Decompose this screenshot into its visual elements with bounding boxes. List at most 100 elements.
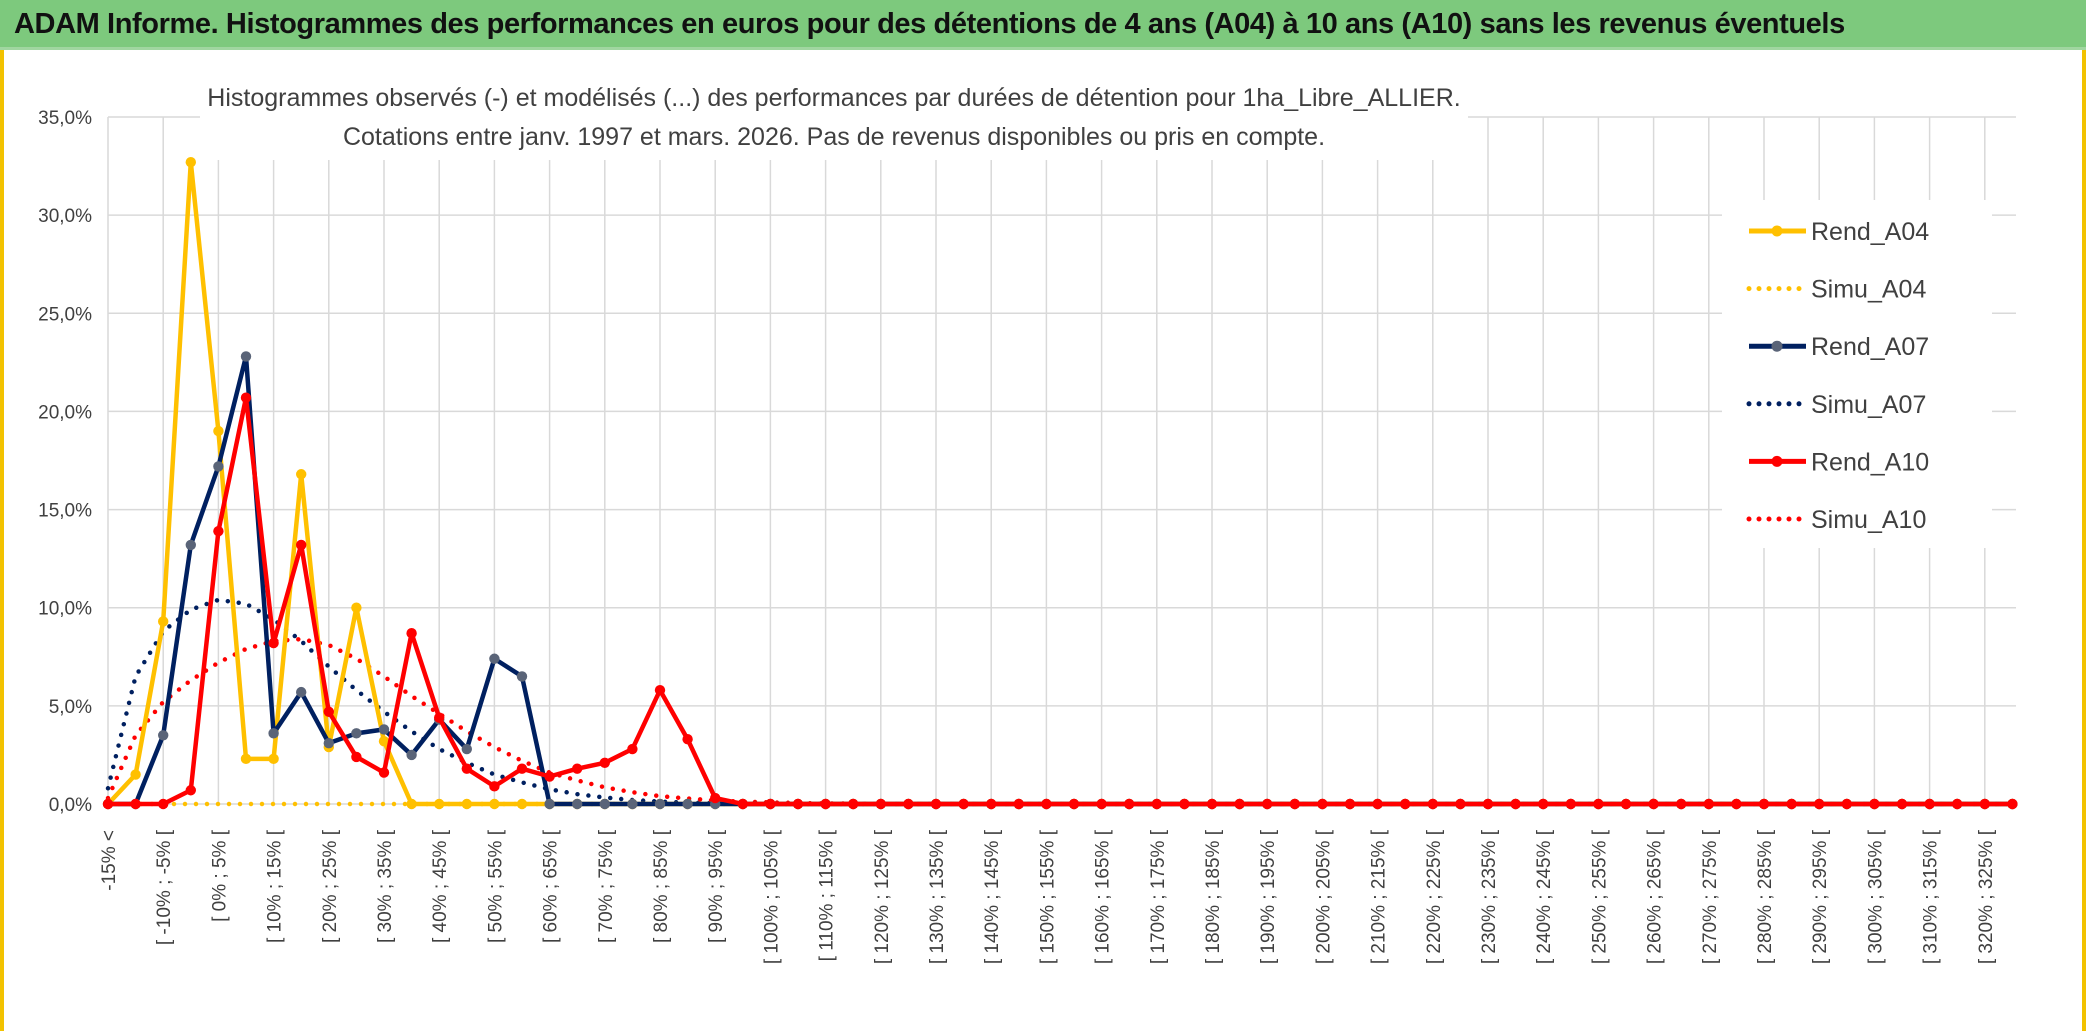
chart-subtitle-block: Histogrammes observés (-) et modélisés (… bbox=[200, 74, 1468, 160]
legend-label: Rend_A04 bbox=[1811, 218, 1929, 246]
data-point bbox=[572, 798, 583, 810]
data-point bbox=[296, 686, 307, 698]
series-line-Simu_A10 bbox=[105, 636, 2015, 807]
data-point bbox=[2007, 798, 2018, 810]
data-point bbox=[1731, 798, 1742, 810]
y-tick-label: 30,0% bbox=[38, 206, 92, 227]
data-point bbox=[240, 351, 252, 362]
data-point bbox=[1565, 798, 1577, 810]
legend-label: Rend_A10 bbox=[1811, 448, 1929, 476]
data-point bbox=[516, 798, 528, 810]
data-point bbox=[1372, 798, 1383, 810]
y-tick-label: 35,0% bbox=[38, 108, 92, 129]
data-point bbox=[268, 637, 279, 649]
data-point bbox=[1841, 798, 1853, 810]
x-tick-label: [ 320% ; 325% [ bbox=[1976, 829, 1997, 964]
x-tick-label: [ 230% ; 235% [ bbox=[1479, 829, 1500, 964]
legend-label: Simu_A07 bbox=[1811, 391, 1926, 419]
series-line-Rend_A10 bbox=[108, 395, 2013, 807]
data-point bbox=[1593, 798, 1604, 810]
data-point bbox=[1068, 798, 1080, 810]
x-tick-label: [ 170% ; 175% [ bbox=[1148, 829, 1169, 964]
data-point bbox=[268, 728, 279, 739]
data-point bbox=[185, 785, 196, 796]
x-tick-label: [ 200% ; 205% [ bbox=[1313, 829, 1334, 964]
x-tick-label: [ 60% ; 65% [ bbox=[541, 829, 562, 943]
data-point bbox=[1869, 798, 1880, 810]
series-Simu_A07 bbox=[105, 597, 2015, 807]
data-point bbox=[130, 798, 141, 810]
x-tick-label: [ 100% ; 105% [ bbox=[761, 829, 782, 964]
data-point bbox=[1179, 798, 1190, 810]
series-Rend_A10 bbox=[102, 392, 2018, 810]
series-Simu_A10 bbox=[105, 636, 2015, 807]
data-point bbox=[792, 798, 804, 810]
data-point bbox=[158, 616, 169, 627]
chart-frame: 0,0% 5,0% 10,0% 15,0% 20,0% 25,0% 30,0% 35,0% -… bbox=[0, 50, 2086, 1031]
data-point bbox=[875, 798, 886, 810]
x-tick-label: [ 220% ; 225% [ bbox=[1424, 829, 1445, 964]
data-point bbox=[1124, 798, 1135, 810]
data-point bbox=[351, 602, 362, 613]
series-line-Simu_A07 bbox=[105, 597, 2015, 807]
data-point bbox=[599, 798, 610, 810]
data-point bbox=[544, 798, 555, 810]
data-point bbox=[323, 706, 334, 717]
y-tick-label: 20,0% bbox=[38, 402, 92, 423]
data-point bbox=[820, 798, 831, 810]
chart-subtitle: Cotations entre janv. 1997 et mars. 2026… bbox=[343, 123, 1325, 151]
chart-title: Histogrammes observés (-) et modélisés (… bbox=[207, 84, 1460, 112]
data-point bbox=[682, 798, 693, 810]
x-tick-label: [ 120% ; 125% [ bbox=[872, 829, 893, 964]
x-tick-label: [ 180% ; 185% [ bbox=[1203, 829, 1224, 964]
data-point bbox=[1648, 798, 1659, 810]
data-point bbox=[240, 392, 252, 403]
data-point bbox=[1151, 798, 1163, 810]
x-tick-label: [ 20% ; 25% [ bbox=[320, 829, 341, 943]
data-point bbox=[682, 734, 693, 745]
data-point bbox=[1427, 798, 1439, 810]
data-point bbox=[1979, 798, 1991, 810]
data-point bbox=[268, 753, 279, 765]
data-point bbox=[434, 712, 445, 723]
data-point bbox=[130, 769, 141, 780]
x-tick-label: [ 160% ; 165% [ bbox=[1093, 829, 1114, 964]
y-tick-label: 0,0% bbox=[49, 795, 92, 816]
data-point bbox=[1262, 798, 1273, 810]
data-point bbox=[296, 469, 307, 480]
data-point bbox=[489, 653, 500, 664]
data-point bbox=[406, 628, 417, 639]
data-point bbox=[986, 798, 997, 810]
x-tick-label: [ 50% ; 55% [ bbox=[485, 829, 506, 943]
data-point bbox=[1620, 798, 1632, 810]
data-point bbox=[185, 539, 196, 551]
data-point bbox=[516, 671, 528, 682]
data-point bbox=[1317, 798, 1328, 810]
legend-item-Rend_A07: Rend_A07 bbox=[1749, 333, 1929, 361]
x-tick-label: [ 190% ; 195% [ bbox=[1258, 829, 1279, 964]
data-point bbox=[765, 798, 776, 810]
legend: Rend_A04 Simu_A04 Rend_A07 Simu_A07 Rend_A10… bbox=[1722, 200, 1992, 548]
legend-item-Rend_A10: Rend_A10 bbox=[1749, 448, 1929, 476]
data-point bbox=[1703, 798, 1715, 810]
data-point bbox=[627, 798, 638, 810]
data-point bbox=[599, 757, 610, 768]
data-point bbox=[1786, 798, 1797, 810]
x-tick-label: [ 30% ; 35% [ bbox=[375, 829, 396, 943]
legend-label: Rend_A07 bbox=[1811, 333, 1929, 361]
y-tick-label: 5,0% bbox=[49, 697, 92, 718]
data-point bbox=[1676, 798, 1687, 810]
data-point bbox=[213, 425, 224, 437]
data-point bbox=[406, 798, 417, 810]
data-point bbox=[1510, 798, 1521, 810]
title-banner: ADAM Informe. Histogrammes des performan… bbox=[0, 0, 2086, 50]
legend-item-Simu_A04: Simu_A04 bbox=[1746, 276, 1926, 304]
data-point bbox=[158, 798, 169, 810]
data-point bbox=[1538, 798, 1549, 810]
legend-label: Simu_A10 bbox=[1811, 506, 1926, 534]
legend-marker bbox=[1771, 340, 1783, 352]
legend-label: Simu_A04 bbox=[1811, 276, 1926, 304]
data-point bbox=[1952, 798, 1963, 810]
data-point bbox=[903, 798, 914, 810]
x-tick-label: [ 280% ; 285% [ bbox=[1755, 829, 1776, 964]
